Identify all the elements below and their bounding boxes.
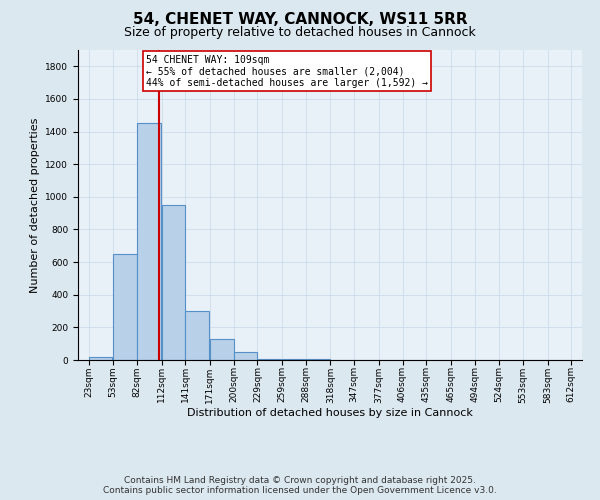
Bar [257,358,281,360]
Bar [282,359,306,360]
Bar [306,359,329,360]
Bar [161,205,185,360]
Y-axis label: Number of detached properties: Number of detached properties [30,118,40,292]
Text: Contains HM Land Registry data © Crown copyright and database right 2025.
Contai: Contains HM Land Registry data © Crown c… [103,476,497,495]
Bar [185,311,209,360]
Text: Size of property relative to detached houses in Cannock: Size of property relative to detached ho… [124,26,476,39]
Text: 54 CHENET WAY: 109sqm
← 55% of detached houses are smaller (2,004)
44% of semi-d: 54 CHENET WAY: 109sqm ← 55% of detached … [146,54,428,88]
Bar [113,254,137,360]
X-axis label: Distribution of detached houses by size in Cannock: Distribution of detached houses by size … [187,408,473,418]
Text: 54, CHENET WAY, CANNOCK, WS11 5RR: 54, CHENET WAY, CANNOCK, WS11 5RR [133,12,467,28]
Bar [210,339,234,360]
Bar [137,124,161,360]
Bar [234,352,257,360]
Bar [89,356,112,360]
